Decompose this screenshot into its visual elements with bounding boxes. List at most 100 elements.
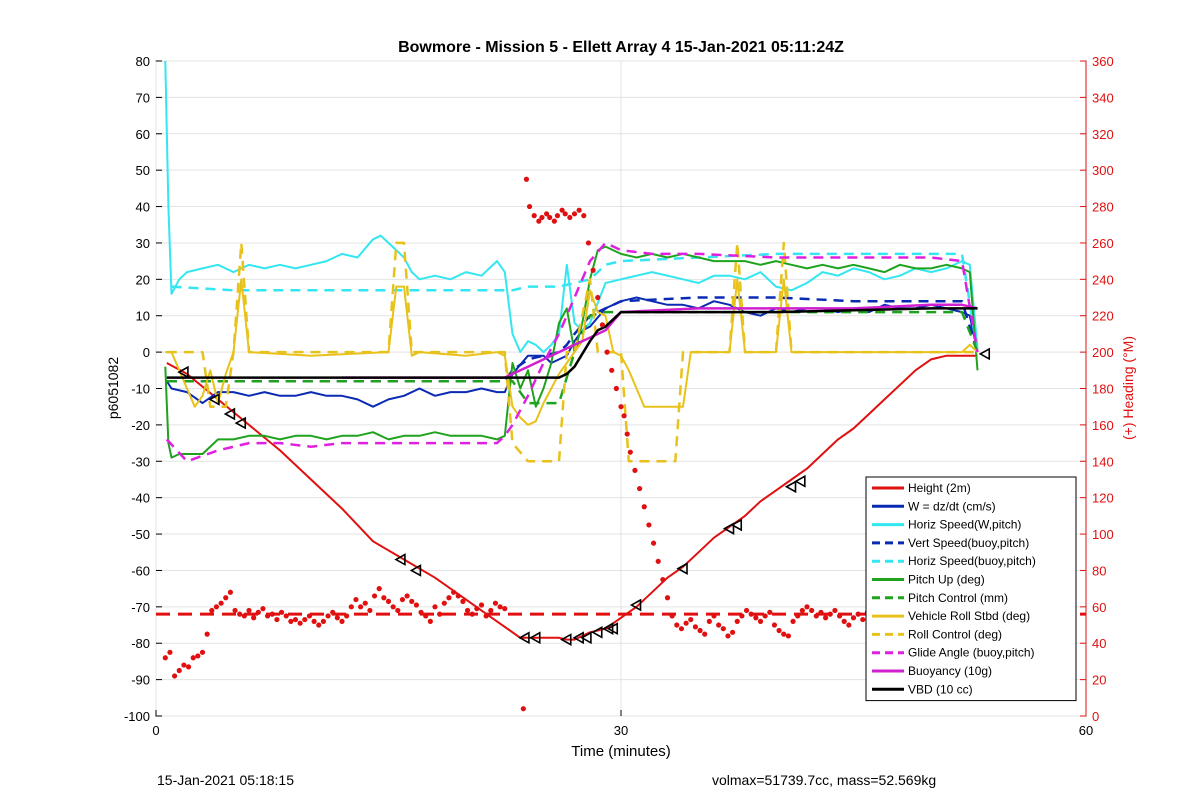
heading-point (474, 606, 480, 612)
heading-point (683, 620, 689, 626)
heading-point (836, 613, 843, 619)
legend-label: Vehicle Roll Stbd (deg) (908, 609, 1030, 623)
heading-point (526, 203, 533, 210)
heading-point (544, 211, 550, 217)
triangle-marker (580, 631, 592, 645)
heading-point (650, 540, 657, 546)
heading-point (446, 595, 452, 601)
heading-point (799, 607, 805, 614)
heading-point (781, 631, 787, 637)
series-line (171, 252, 979, 353)
triangle-marker (234, 416, 247, 430)
heading-point (497, 604, 503, 610)
heading-point (804, 604, 810, 610)
heading-point (547, 214, 553, 221)
triangle-marker (409, 564, 422, 577)
heading-point (841, 618, 847, 624)
heading-point (536, 218, 542, 224)
heading-point (269, 611, 275, 617)
heading-point (278, 609, 285, 615)
heading-point (404, 593, 410, 599)
legend-label: Buoyancy (10g) (908, 664, 992, 678)
heading-point (627, 449, 633, 455)
heading-point (748, 611, 754, 617)
right-tick-label: 280 (1092, 200, 1114, 215)
heading-point (771, 622, 778, 628)
left-tick-label: 40 (136, 200, 150, 215)
left-tick-label: -90 (131, 673, 150, 688)
heading-point (204, 631, 210, 637)
heading-point (790, 618, 796, 624)
heading-point (757, 618, 764, 624)
heading-point (809, 607, 815, 614)
heading-point (297, 620, 303, 626)
heading-point (241, 613, 247, 619)
heading-point (846, 622, 852, 628)
heading-point (637, 485, 643, 492)
heading-point (776, 627, 782, 634)
heading-point (213, 604, 220, 610)
triangle-marker (529, 631, 541, 645)
heading-point (581, 213, 587, 219)
series-line (342, 303, 978, 379)
left-tick-label: 60 (136, 127, 150, 142)
x-axis-ticks: 0 30 60 (152, 710, 1093, 738)
heading-point (334, 615, 340, 621)
heading-point (753, 615, 759, 621)
legend-label: Horiz Speed(buoy,pitch) (908, 554, 1036, 568)
heading-point (641, 504, 647, 510)
right-tick-label: 200 (1092, 345, 1114, 360)
heading-point (292, 616, 299, 623)
heading-point (590, 267, 596, 273)
heading-point (646, 522, 652, 528)
left-tick-label: -40 (131, 491, 150, 506)
heading-point (316, 622, 322, 628)
left-tick-label: -100 (124, 709, 150, 724)
right-tick-label: 320 (1092, 127, 1114, 142)
heading-point (260, 606, 266, 612)
legend-label: Glide Angle (buoy,pitch) (908, 646, 1035, 660)
heading-point (609, 367, 615, 373)
heading-point (390, 604, 396, 610)
heading-point (523, 176, 530, 182)
heading-point (613, 385, 619, 392)
right-tick-label: 340 (1092, 90, 1114, 105)
heading-point (274, 616, 280, 623)
heading-point (655, 558, 661, 564)
heading-point (483, 613, 489, 619)
chart-title: Bowmore - Mission 5 - Ellett Array 4 15-… (398, 39, 844, 56)
heading-point (576, 207, 582, 213)
heading-point (320, 618, 326, 624)
heading-point (488, 607, 494, 614)
heading-point (288, 618, 294, 624)
heading-point (218, 600, 224, 606)
x-tick-label: 0 (152, 723, 159, 738)
heading-point (734, 618, 740, 624)
legend-label: VBD (10 cc) (908, 682, 973, 696)
legend-label: Pitch Control (mm) (908, 591, 1008, 605)
heading-point (674, 622, 680, 628)
heading-point (571, 211, 578, 217)
heading-point (432, 604, 438, 610)
heading-point (162, 655, 168, 661)
heading-point (818, 609, 824, 615)
heading-point (492, 600, 499, 606)
heading-point (181, 662, 187, 668)
triangle-marker (601, 622, 614, 636)
marker-layer (177, 347, 991, 646)
heading-point (325, 613, 331, 619)
triangle-marker (730, 518, 743, 532)
triangle-marker (794, 474, 806, 488)
heading-point (195, 653, 201, 659)
heading-point (185, 664, 192, 670)
heading-point (176, 667, 182, 674)
heading-point (344, 613, 350, 619)
heading-point (669, 613, 675, 619)
legend-label: Roll Control (deg) (908, 627, 1002, 641)
series-line (166, 354, 978, 641)
triangle-marker (784, 480, 797, 494)
right-tick-label: 0 (1092, 709, 1099, 724)
left-axis-label: p6051082 (105, 357, 121, 420)
heading-point (692, 624, 699, 630)
right-tick-label: 80 (1092, 563, 1106, 578)
